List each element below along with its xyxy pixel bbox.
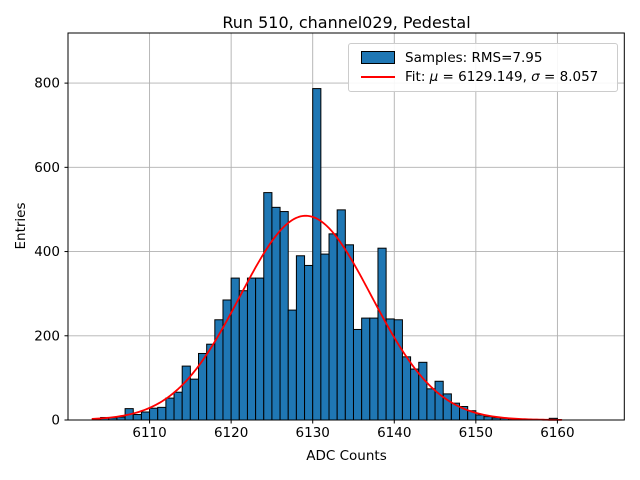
x-tick-label: 6150	[459, 425, 493, 441]
x-tick-label: 6130	[296, 425, 330, 441]
y-tick-label: 600	[34, 160, 60, 176]
histogram-bar	[304, 264, 314, 421]
y-axis-label: Entries	[13, 202, 29, 250]
histogram-bar	[279, 211, 289, 421]
chart-title: Run 510, channel029, Pedestal	[222, 13, 471, 32]
y-tick-label: 0	[51, 413, 60, 429]
histogram-bar	[352, 328, 363, 421]
histogram-bar	[426, 388, 436, 421]
y-tick-label: 400	[34, 244, 60, 260]
x-tick-label: 6160	[540, 425, 574, 441]
histogram-bar	[328, 233, 338, 421]
x-tick-label: 6110	[132, 425, 166, 441]
histogram-bar	[222, 299, 232, 421]
histogram-bar	[483, 416, 493, 421]
histogram-bar	[181, 365, 191, 421]
histogram-bar	[206, 343, 216, 421]
histogram-bar	[377, 247, 387, 421]
histogram-bar	[263, 192, 273, 421]
histogram-bar	[475, 414, 485, 421]
histogram-bar	[255, 277, 265, 421]
histogram-bar	[295, 255, 306, 421]
histogram-bar	[140, 411, 151, 421]
histogram-bar	[173, 391, 183, 421]
fit-curve	[91, 214, 563, 421]
histogram-bar	[434, 380, 444, 421]
samples-swatch-icon	[361, 51, 395, 65]
legend-entry-samples: Samples: RMS=7.95	[361, 48, 609, 68]
histogram-bar	[418, 361, 428, 421]
histogram-bar	[336, 209, 346, 421]
histogram-bar	[238, 290, 248, 421]
histogram-bar	[246, 277, 257, 421]
histogram-bar	[361, 317, 371, 421]
legend-label-fit: Fit: μ = 6129.149, σ = 8.057	[405, 69, 599, 86]
legend-label-samples: Samples: RMS=7.95	[405, 49, 543, 66]
legend-entry-fit: Fit: μ = 6129.149, σ = 8.057	[361, 68, 609, 88]
histogram-bar	[410, 368, 420, 421]
histogram-bar	[189, 378, 200, 421]
legend: Samples: RMS=7.95 Fit: μ = 6129.149, σ =…	[348, 43, 618, 92]
y-tick-label: 800	[34, 76, 60, 92]
histogram-bar	[393, 319, 403, 421]
histogram-bar	[369, 317, 379, 421]
histogram-bar	[312, 88, 322, 421]
x-tick-label: 6140	[377, 425, 411, 441]
histogram-bar	[157, 406, 167, 421]
fit-line-swatch-icon	[361, 76, 395, 79]
x-tick-label: 6120	[214, 425, 248, 441]
axes-frame	[67, 32, 625, 421]
histogram-bar	[344, 244, 354, 421]
histogram-bar	[401, 356, 412, 421]
histogram-bar	[149, 407, 159, 421]
x-axis-label: ADC Counts	[306, 448, 387, 464]
histogram-bar	[165, 397, 175, 421]
histogram-bar	[287, 309, 297, 421]
histogram-bar	[132, 414, 142, 421]
y-tick-label: 200	[34, 328, 60, 344]
histogram-bar	[320, 253, 330, 421]
